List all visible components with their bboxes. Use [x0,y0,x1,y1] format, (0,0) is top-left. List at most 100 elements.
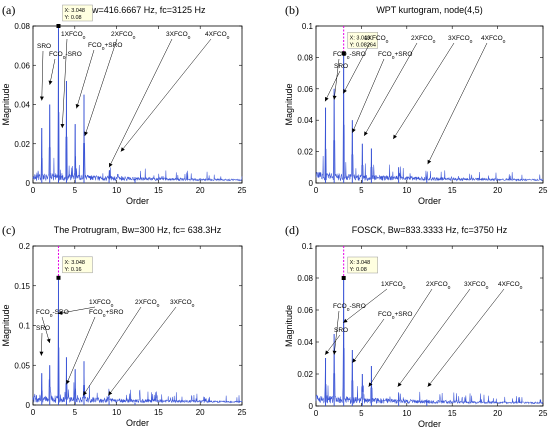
annotation-arrowhead [75,104,80,109]
y-tick-label: 0.02 [297,148,313,157]
annotation-label: FCOo-SRO [333,303,366,313]
spectrum-series [32,277,243,404]
y-tick-label: 0.05 [14,361,30,370]
annotation-arrow [84,38,118,136]
x-tick-label: 25 [238,186,247,195]
annotation-label: FCOo+SRO [378,311,412,321]
annotation-arrow [427,42,488,165]
annotation-label: SRO [36,325,50,332]
annotation-arrow [333,310,340,355]
datatip-marker[interactable] [56,24,61,28]
datatip-x: X: 3.048 [64,8,85,14]
annotation-arrow [427,288,505,387]
panel-a: 0 0.02 0.04 0.06 0.08 0 5 10 15 20 25 Order Magnitud… [1,3,247,206]
datatip-box [62,256,93,274]
annotation-label: 3XFCOo [464,281,489,291]
y-tick-label: 0 [309,179,314,188]
annotation-label: FCOo-SRO [333,51,366,61]
y-tick-label: 0 [26,179,31,188]
x-tick-label: 5 [359,409,364,418]
annotation-arrow [397,288,471,387]
datatip-y: Y: 0.08 [350,267,367,273]
annotation-arrowhead [325,96,329,102]
chart-title: FK, Bw=416.6667 Hz, fc=3125 Hz [69,5,206,15]
x-axis-label: Order [418,196,441,206]
x-tick-label: 25 [539,186,548,195]
annotation-label: 2XFCOo [111,31,136,41]
y-tick-label: 0.1 [302,22,314,31]
plot-area [315,25,544,184]
panel-b: 0 0.02 0.04 0.06 0.08 0.1 0 5 10 15 20 25 Order Magni… [284,3,548,206]
annotation-arrowhead [108,391,113,396]
x-tick-label: 15 [448,186,457,195]
annotation-label: 2XFCOo [426,281,451,291]
spectrum-series [32,25,243,182]
y-tick-label: 0.04 [297,338,313,347]
annotation-label: 1XFCOo [381,281,406,291]
x-tick-label: 0 [314,409,319,418]
annotation-arrow [352,318,385,363]
annotation-arrow [62,38,68,129]
annotation-label: 2XFCOo [411,35,436,45]
y-tick-label: 0.06 [297,85,313,94]
annotation-arrowhead [58,310,63,315]
annotation-label: 1XFCOo [89,299,114,309]
annotation-arrowhead [84,131,88,136]
annotation-label: 4XFCOo [481,35,506,45]
datatip-x: X: 3.048 [64,260,85,266]
x-tick-label: 15 [448,409,457,418]
y-tick-label: 0.08 [297,274,313,283]
panel-label: (c) [2,223,15,237]
annotation-arrowhead [332,350,337,355]
y-tick-label: 0.02 [297,370,313,379]
annotation-label: 1XFCOo [61,31,86,41]
datatip-y: Y: 0.16 [64,267,81,273]
annotation-arrowhead [46,338,51,343]
annotation-arrowhead [39,351,44,356]
x-tick-label: 20 [196,408,205,417]
x-tick-label: 25 [539,409,548,418]
datatip-marker[interactable] [341,276,346,280]
annotation-label: FCOo+SRO [89,309,123,319]
y-tick-label: 0.04 [297,116,313,125]
y-tick-label: 0 [26,401,31,410]
annotation-arrowhead [325,350,330,355]
y-tick-label: 0 [309,402,314,411]
annotation-arrow [324,70,341,102]
annotation-arrow [343,288,388,323]
datatip-x: X: 3.048 [350,35,371,41]
annotation-arrowhead [83,391,88,396]
y-tick-label: 0.1 [302,242,314,251]
annotation-arrowhead [39,96,44,101]
y-tick-label: 0.06 [14,61,30,70]
datatip-box [62,4,93,22]
annotation-arrowhead [397,382,402,387]
y-tick-label: 0.08 [297,53,313,62]
panel-c: 0 0.05 0.1 0.15 0.2 0 5 10 15 20 25 Order Magnitude T… [1,223,247,428]
y-tick-label: 0.15 [14,282,30,291]
datatip-marker[interactable] [341,51,346,56]
annotation-label: 1XFCOo [364,35,389,45]
x-tick-label: 15 [154,408,163,417]
annotation-arrowhead [427,159,432,165]
annotation-arrow [49,58,56,85]
spectrum-series [315,54,544,182]
annotation-arrowhead [332,95,337,100]
annotation-arrow [108,38,173,168]
annotation-arrowhead [48,80,53,85]
y-tick-label: 0.02 [14,140,30,149]
annotation-label: SRO [334,63,348,70]
x-tick-label: 20 [493,409,502,418]
annotation-label: 3XFCOo [170,299,195,309]
annotation-arrowhead [364,131,368,136]
annotation-arrow [368,288,433,387]
annotation-arrowhead [368,382,373,387]
datatip-marker[interactable] [56,275,61,280]
annotation-arrowhead [343,89,347,94]
spectrum-series [315,277,544,405]
y-axis-label: Magnitude [284,305,294,347]
x-tick-label: 5 [359,186,364,195]
x-tick-label: 5 [73,186,78,195]
annotation-arrow [352,58,385,133]
